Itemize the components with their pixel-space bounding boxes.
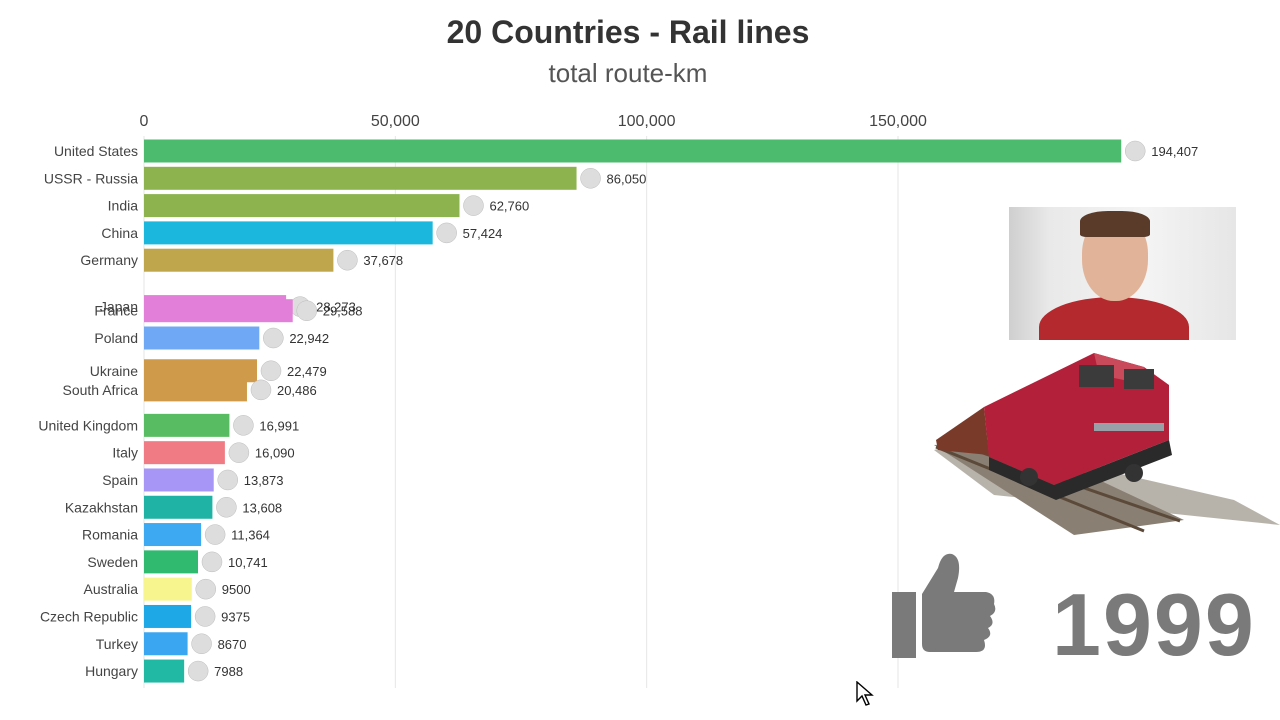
- person-hair: [1080, 211, 1150, 237]
- bar: [144, 221, 433, 245]
- category-label: Turkey: [96, 636, 138, 652]
- category-label: South Africa: [63, 382, 139, 398]
- italy-flag-icon: [228, 442, 250, 463]
- bar: [144, 523, 202, 547]
- category-label: India: [108, 198, 139, 214]
- south-africa-flag-icon: [250, 379, 272, 401]
- bar: [144, 659, 185, 683]
- value-label: 7988: [214, 664, 243, 679]
- value-label: 86,050: [607, 171, 647, 186]
- value-label: 20,486: [277, 383, 317, 398]
- russia-flag-icon: [580, 168, 601, 189]
- bar: [144, 326, 260, 350]
- value-label: 10,741: [228, 555, 268, 570]
- x-tick-label: 150,000: [869, 113, 927, 130]
- germany-flag-icon: [337, 249, 358, 271]
- turkey-flag-icon: [191, 633, 212, 655]
- value-label: 16,991: [259, 418, 299, 433]
- poland-flag-icon: [263, 327, 284, 349]
- x-tick-label: 100,000: [618, 113, 676, 130]
- spain-flag-icon: [217, 469, 238, 491]
- bar: [144, 248, 334, 272]
- value-label: 16,090: [255, 446, 295, 461]
- sweden-flag-icon: [201, 551, 223, 573]
- value-label: 29,588: [323, 304, 363, 319]
- category-label: France: [94, 303, 138, 319]
- bar: [144, 359, 257, 383]
- category-label: United Kingdom: [38, 417, 138, 433]
- france-flag-icon: [296, 300, 317, 321]
- bar: [144, 441, 225, 465]
- train-illustration: [934, 353, 1280, 535]
- value-label: 8670: [218, 637, 247, 652]
- bar: [144, 378, 247, 402]
- uk-flag-icon: [233, 415, 254, 436]
- india-flag-icon: [463, 195, 484, 216]
- category-label: China: [101, 225, 138, 241]
- category-label: USSR - Russia: [44, 170, 138, 186]
- value-label: 22,479: [287, 364, 327, 379]
- category-label: Japan: [100, 299, 138, 315]
- category-label: Ukraine: [90, 363, 138, 379]
- value-label: 13,608: [242, 500, 282, 515]
- bar: [144, 139, 1122, 163]
- value-label: 11,364: [231, 528, 270, 543]
- czech-flag-icon: [194, 606, 216, 627]
- china-flag-icon: [436, 222, 457, 244]
- chart-title: 20 Countries - Rail lines: [446, 14, 810, 50]
- bar: [144, 604, 192, 628]
- bar: [144, 495, 213, 519]
- kazakhstan-flag-icon: [216, 497, 237, 518]
- bar: [144, 468, 214, 492]
- category-label: Czech Republic: [40, 608, 138, 624]
- ukraine-flag-icon: [260, 360, 282, 382]
- bar: [144, 299, 293, 323]
- value-label: 9375: [221, 609, 250, 624]
- us-flag-icon: [1124, 140, 1146, 162]
- value-label: 28,273: [316, 300, 356, 315]
- value-label: 194,407: [1151, 144, 1198, 159]
- year-label: 1999: [1052, 575, 1256, 674]
- mouse-cursor-icon: [856, 681, 874, 706]
- x-tick-label: 50,000: [371, 113, 420, 130]
- chart-subtitle: total route-km: [548, 58, 708, 88]
- australia-flag-icon: [195, 578, 217, 600]
- bar: [144, 166, 577, 190]
- x-tick-label: 0: [140, 113, 149, 130]
- value-label: 9500: [222, 582, 251, 597]
- category-label: Spain: [102, 472, 138, 488]
- category-label: United States: [54, 143, 138, 159]
- value-label: 13,873: [244, 473, 284, 488]
- value-label: 57,424: [463, 226, 503, 241]
- hungary-flag-icon: [187, 660, 209, 682]
- category-label: Poland: [94, 330, 138, 346]
- category-label: Germany: [80, 252, 138, 268]
- category-label: Italy: [112, 445, 138, 461]
- bar: [144, 194, 460, 218]
- value-label: 37,678: [363, 253, 403, 268]
- thumbs-up-icon: [892, 553, 996, 658]
- category-label: Sweden: [87, 554, 138, 570]
- category-label: Hungary: [85, 663, 138, 679]
- value-label: 62,760: [489, 199, 529, 214]
- category-label: Romania: [82, 527, 138, 543]
- person-shirt: [1039, 297, 1189, 340]
- bar: [144, 577, 192, 601]
- value-label: 22,942: [289, 331, 329, 346]
- category-label: Australia: [84, 581, 139, 597]
- bar: [144, 550, 198, 574]
- webcam-overlay: [1009, 207, 1236, 340]
- bar: [144, 632, 188, 656]
- romania-flag-icon: [204, 524, 226, 545]
- bar: [144, 413, 230, 437]
- category-label: Kazakhstan: [65, 499, 138, 515]
